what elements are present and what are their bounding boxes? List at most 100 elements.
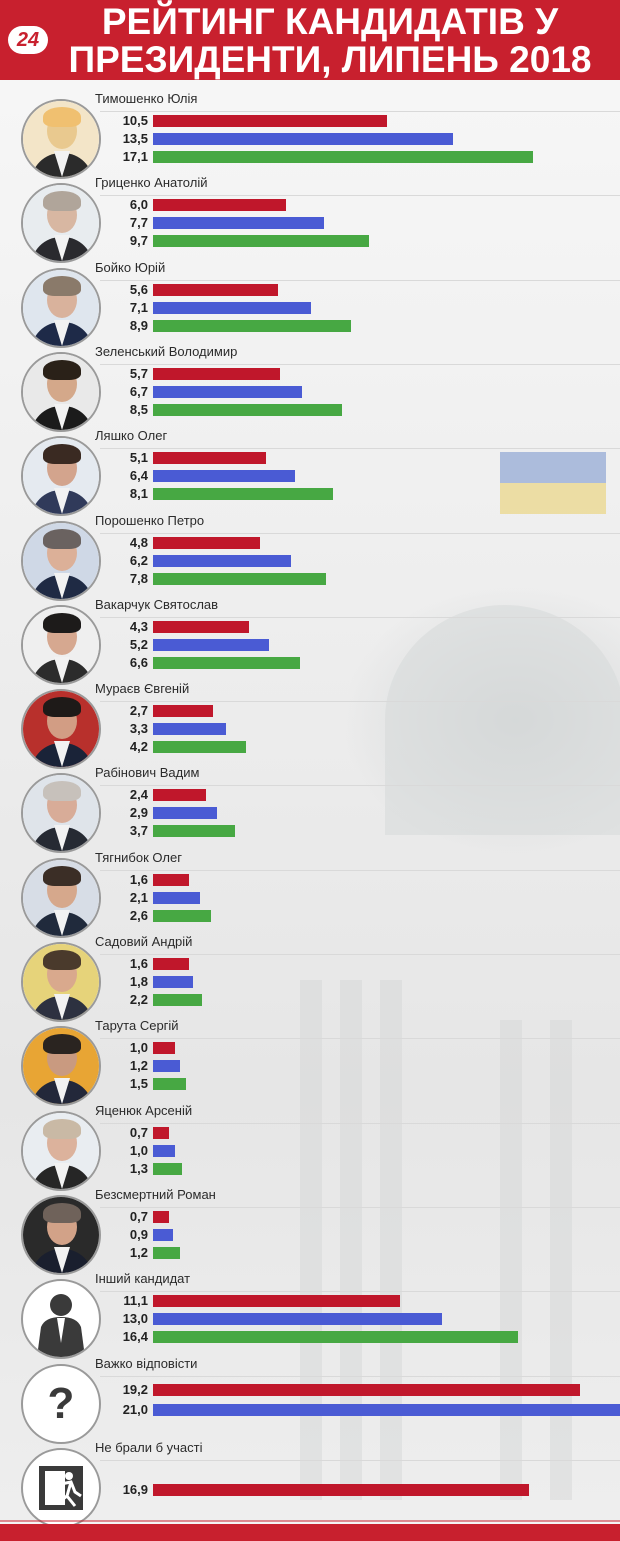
value-label: 8,9 [129,318,148,333]
arseniy-yatsenyuk-photo [21,1111,101,1191]
candidate-name: Бойко Юрій [95,260,166,275]
bar-series-2 [153,1060,180,1072]
value-label: 5,2 [129,637,148,652]
bar-series-1 [153,958,189,970]
value-label: 2,2 [129,992,148,1007]
bar-series-1 [153,1484,529,1496]
value-label: 1,3 [129,1161,148,1176]
candidate-row: Тарута Сергій 1,0 1,2 1,5 [0,1018,620,1106]
bar-series-2 [153,133,453,145]
value-label: 2,6 [129,908,148,923]
candidate-row: Бойко Юрій 5,6 7,1 8,9 [0,260,620,348]
bar-series-3 [153,1078,186,1090]
ukraine-flag-image [500,452,606,514]
candidate-row: Порошенко Петро 4,8 6,2 7,8 [0,513,620,601]
value-label: 6,4 [129,468,148,483]
serhiy-taruta-photo [21,1026,101,1106]
candidate-name: Садовий Андрій [95,934,193,949]
row-divider [100,280,620,281]
value-label: 0,7 [129,1125,148,1140]
parliament-dome-image [385,605,620,835]
bar-series-3 [153,994,202,1006]
candidate-row: Мураєв Євгеній 2,7 3,3 4,2 [0,681,620,769]
value-label: 9,7 [129,233,148,248]
bar-series-3 [153,1331,518,1343]
bar-series-2 [153,386,302,398]
row-divider [100,1460,620,1461]
bar-series-3 [153,1163,182,1175]
andriy-sadovyi-photo [21,942,101,1022]
value-label: 2,1 [129,890,148,905]
bar-series-2 [153,1404,620,1416]
volodymyr-zelenskyi-photo [21,352,101,432]
row-divider [100,111,620,112]
bar-series-2 [153,1145,175,1157]
question-mark-icon: ? [21,1364,101,1444]
candidate-row: Не брали б участі 16,9 [0,1440,620,1528]
candidate-name: Важко відповісти [95,1356,198,1371]
value-label: 11,1 [123,1293,148,1308]
bar-series-2 [153,639,269,651]
svg-text:?: ? [48,1379,75,1428]
bar-series-1 [153,1127,169,1139]
chart-title-line2: ПРЕЗИДЕНТИ, ЛИПЕНЬ 2018 [68,39,592,80]
yuriy-boyko-photo [21,268,101,348]
column-image [500,1020,522,1500]
value-label: 5,7 [129,366,148,381]
bar-series-3 [153,488,333,500]
bar-series-1 [153,705,213,717]
footer-band [0,1524,620,1541]
row-divider [100,533,620,534]
value-label: 7,7 [129,215,148,230]
bar-series-1 [153,537,260,549]
candidate-row: Гриценко Анатолій 6,0 7,7 9,7 [0,175,620,263]
candidate-name: Інший кандидат [95,1271,191,1286]
candidate-name: Ляшко Олег [95,428,168,443]
row-divider [100,1123,620,1124]
candidate-row: Яценюк Арсеній 0,7 1,0 1,3 [0,1103,620,1191]
value-label: 5,6 [129,282,148,297]
bar-series-3 [153,741,246,753]
bar-series-3 [153,151,533,163]
bar-series-3 [153,235,369,247]
candidate-name: Не брали б участі [95,1440,203,1455]
bar-series-1 [153,199,286,211]
value-label: 4,8 [129,535,148,550]
footer-line [0,1520,620,1522]
candidate-name: Рабінович Вадим [95,765,200,780]
sviatoslav-vakarchuk-photo [21,605,101,685]
value-label: 0,7 [129,1209,148,1224]
value-label: 8,5 [129,402,148,417]
bar-series-2 [153,976,193,988]
yevheniy-muraiev-photo [21,689,101,769]
petro-poroshenko-photo [21,521,101,601]
value-label: 1,0 [129,1143,148,1158]
bar-series-1 [153,1211,169,1223]
value-label: 1,2 [129,1058,148,1073]
value-label: 6,7 [129,384,148,399]
bar-series-2 [153,555,291,567]
row-divider [100,1038,620,1039]
bar-series-2 [153,807,217,819]
bar-series-3 [153,910,211,922]
value-label: 3,7 [129,823,148,838]
row-divider [100,1291,620,1292]
row-divider [100,448,620,449]
bar-series-3 [153,657,300,669]
value-label: 1,5 [129,1076,148,1091]
value-label: 13,5 [122,131,148,146]
value-label: 4,2 [129,739,148,754]
value-label: 19,2 [122,1382,148,1397]
candidate-row: Ляшко Олег 5,1 6,4 8,1 [0,428,620,516]
bar-series-3 [153,573,326,585]
oleh-lyashko-photo [21,436,101,516]
value-label: 16,4 [122,1329,148,1344]
value-label: 6,6 [129,655,148,670]
chart-title-line1: РЕЙТИНГ КАНДИДАТІВ У [101,1,559,42]
value-label: 3,3 [129,721,148,736]
bar-series-1 [153,1042,175,1054]
value-label: 8,1 [129,486,148,501]
candidate-name: Безсмертний Роман [95,1187,216,1202]
candidate-row: Зеленський Володимир 5,7 6,7 8,5 [0,344,620,432]
value-label: 1,0 [129,1040,148,1055]
